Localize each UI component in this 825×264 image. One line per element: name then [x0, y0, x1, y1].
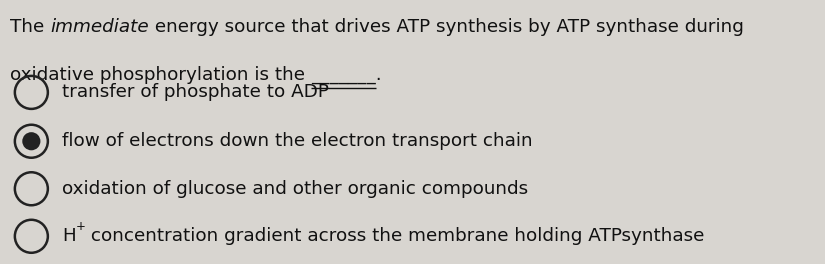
Ellipse shape [22, 132, 40, 150]
Text: The: The [10, 18, 50, 36]
Text: _______.: _______. [311, 66, 381, 84]
Text: oxidative phosphorylation is the: oxidative phosphorylation is the [10, 66, 311, 84]
Text: oxidation of glucose and other organic compounds: oxidation of glucose and other organic c… [62, 180, 528, 198]
Text: flow of electrons down the electron transport chain: flow of electrons down the electron tran… [62, 132, 532, 150]
Text: immediate: immediate [50, 18, 148, 36]
Text: _______: _______ [311, 66, 375, 84]
Text: transfer of phosphate to ADP: transfer of phosphate to ADP [62, 83, 328, 101]
Text: concentration gradient across the membrane holding ATPsynthase: concentration gradient across the membra… [85, 227, 705, 245]
Text: energy source that drives ATP synthesis by ATP synthase during: energy source that drives ATP synthesis … [148, 18, 743, 36]
Text: +: + [76, 220, 85, 233]
Text: H: H [62, 227, 76, 245]
Text: oxidative phosphorylation is the: oxidative phosphorylation is the [10, 66, 311, 84]
Text: +: + [76, 230, 85, 243]
